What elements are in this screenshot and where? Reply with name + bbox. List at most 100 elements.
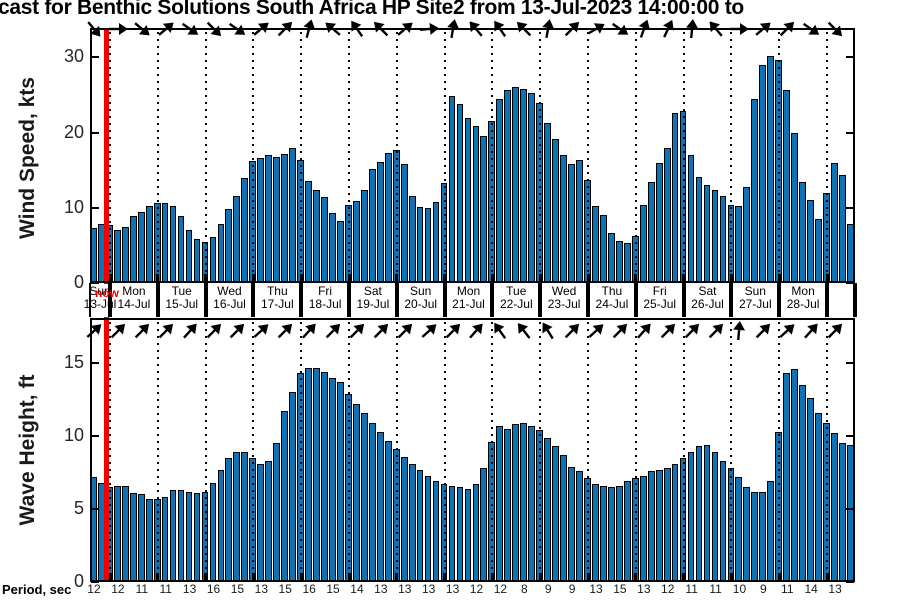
period-value: 15 (278, 582, 292, 596)
wind-bar (496, 99, 504, 283)
wave-x-tick (299, 573, 303, 581)
period-value: 15 (326, 582, 340, 596)
wave-bar (623, 481, 631, 582)
wave-bar (687, 452, 695, 582)
period-value: 13 (637, 582, 651, 596)
date-cell-text: Sun (744, 284, 766, 298)
wind-bar (623, 243, 631, 283)
wave-bar (615, 485, 623, 582)
wave-x-tick (777, 573, 781, 581)
wind-bar (416, 207, 424, 283)
wind-bar (671, 113, 679, 283)
wind-day-gridline (730, 32, 733, 281)
wave-bar (121, 485, 129, 582)
wind-bar (719, 196, 727, 283)
date-cell-text: Fri (318, 284, 333, 298)
wind-bar (257, 158, 265, 283)
wind-bar (592, 205, 599, 283)
wave-bar (90, 476, 97, 582)
wind-bar (703, 185, 711, 283)
wind-bar (759, 64, 767, 283)
wind-bar (145, 206, 153, 283)
period-value: 12 (493, 582, 508, 596)
wave-direction-arrow-icon (509, 316, 540, 347)
wind-day-gridline (252, 32, 255, 281)
period-value: 11 (135, 582, 149, 596)
date-cell-border (825, 283, 829, 317)
wind-bar (480, 135, 488, 283)
wind-bar (329, 213, 336, 283)
period-row-label: Period, sec (2, 582, 72, 597)
wave-bar (145, 498, 153, 582)
wind-y-tick (91, 206, 99, 209)
wind-bar (839, 175, 846, 283)
wind-bar (552, 138, 559, 283)
wave-bar (432, 481, 440, 582)
wind-x-tick (299, 274, 303, 282)
wind-x-tick (204, 274, 208, 282)
wave-bar (528, 425, 536, 582)
wind-direction-arrow-icon (728, 18, 750, 40)
wind-bar (337, 220, 344, 283)
wave-y-tick (91, 435, 99, 438)
wave-bar (217, 469, 225, 582)
wave-direction-arrow-icon (413, 315, 444, 346)
wind-day-gridline (348, 32, 350, 281)
wave-x-tick (395, 573, 399, 581)
wave-bar (663, 468, 671, 582)
wave-y-tick-label: 0 (73, 571, 84, 591)
wave-x-tick (634, 573, 638, 581)
period-value: 11 (709, 582, 722, 596)
wave-y-tick-label: 5 (73, 498, 84, 519)
wave-direction-arrow-icon (557, 315, 588, 346)
wind-y-tick-right (846, 56, 854, 59)
wind-bar (408, 195, 416, 283)
wind-bar (687, 155, 695, 283)
wind-bar (767, 55, 775, 283)
wave-y-tick (91, 362, 99, 365)
wind-y-tick-label: 10 (63, 196, 84, 217)
wind-bar (560, 155, 567, 283)
wind-x-tick (443, 274, 447, 282)
wave-bar (472, 484, 480, 582)
wind-bar (568, 164, 575, 283)
period-value: 14 (804, 582, 818, 596)
date-cell-text: 21-Jul (452, 297, 485, 311)
wind-bar (360, 190, 368, 283)
wave-direction-arrow-icon (437, 315, 468, 346)
wind-bar (321, 197, 328, 283)
wave-day-gridline (682, 322, 685, 580)
wave-x-tick (490, 573, 494, 581)
period-value: 11 (685, 582, 698, 596)
wave-x-tick (538, 573, 542, 581)
wind-bar (424, 207, 432, 283)
date-cell-border (729, 283, 734, 317)
wave-day-gridline (395, 322, 398, 580)
date-cell-border (347, 283, 351, 317)
period-value: 16 (302, 582, 316, 596)
wind-bar (711, 189, 719, 283)
wind-bar (743, 187, 751, 283)
wind-bar (615, 240, 623, 283)
wind-bar (847, 223, 854, 283)
wind-y-tick (91, 131, 99, 134)
wave-y-tick (91, 508, 99, 511)
wave-day-gridline (778, 322, 781, 580)
date-cell: Mon 21-Jul (439, 285, 499, 315)
wave-y-tick-label: 15 (63, 352, 84, 373)
wave-x-tick (682, 573, 686, 581)
wave-y-tick-right (846, 508, 854, 511)
wind-bar (663, 147, 671, 283)
wave-bar (735, 476, 743, 582)
wave-direction-arrow-icon (772, 315, 803, 346)
wave-bar (512, 424, 520, 582)
wind-bar (735, 205, 743, 283)
wind-day-gridline (826, 32, 828, 281)
date-cell-text: 27-Jul (738, 297, 772, 311)
wind-x-tick (729, 274, 733, 282)
date-cell-border (633, 283, 638, 317)
date-cell: Sun 20-Jul (391, 285, 451, 315)
period-value: 15 (613, 582, 627, 596)
wind-x-tick (538, 274, 542, 282)
wave-bar (352, 404, 360, 582)
